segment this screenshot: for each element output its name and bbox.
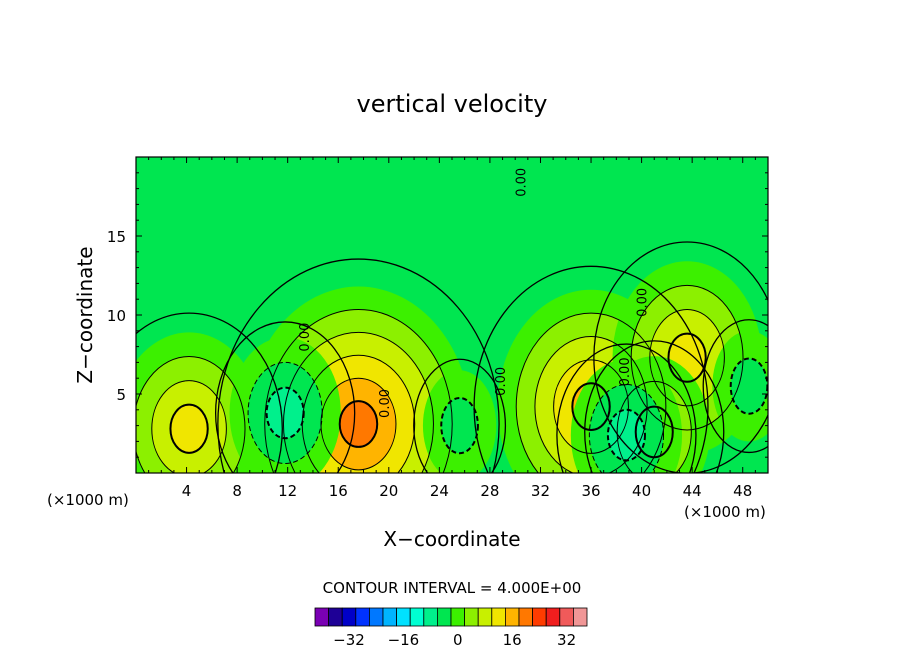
colorbar-swatch: [409, 607, 425, 627]
contour-band: [607, 409, 645, 461]
contour-line: [440, 396, 479, 455]
contour-line: [606, 408, 646, 462]
zero-contour: [413, 358, 507, 473]
y-tick-label: 5: [116, 386, 126, 404]
contour-line: [616, 380, 692, 473]
colorbar-tick-label: 0: [453, 631, 463, 649]
colorbar-swatch: [328, 607, 343, 627]
contour-line: [151, 380, 227, 473]
contour-band: [730, 358, 768, 414]
colorbar-swatch: [382, 607, 398, 627]
contour-line: [667, 332, 707, 383]
contour-label: 0.00: [636, 288, 651, 317]
colorbar-swatch: [314, 607, 330, 627]
colorbar-swatch: [491, 607, 506, 627]
downdraft-cell: [422, 370, 497, 473]
x-tick-label: 4: [182, 482, 192, 500]
contour-line: [634, 405, 674, 459]
y-tick-label: 10: [107, 307, 126, 325]
zero-contour: [136, 312, 283, 473]
colorbar-swatch: [477, 607, 493, 627]
x-tick-label: 16: [329, 482, 348, 500]
x-tick-label: 12: [278, 482, 297, 500]
colorbar-swatch: [368, 607, 384, 627]
contour-band: [170, 404, 208, 453]
downdraft-cell: [229, 337, 341, 473]
contour-line: [338, 400, 379, 448]
contour-label: 0.00: [378, 389, 393, 418]
contour-band: [441, 397, 478, 454]
contour-line: [729, 357, 768, 415]
updraft-cell: [136, 332, 264, 473]
x-axis: 4 8 12 16 20 24 28 32 36 40 44 48: [148, 157, 756, 500]
contour-line: [169, 403, 209, 454]
x-tick-label: 28: [480, 482, 499, 500]
colorbar-tick-label: 32: [557, 631, 576, 649]
contour-line: [247, 361, 323, 465]
colorbar-swatch: [436, 607, 452, 627]
colorbar-swatch: [341, 607, 357, 627]
colorbar-swatch: [573, 607, 588, 627]
downdraft-cell: [570, 359, 683, 473]
x-tick-label: 32: [531, 482, 550, 500]
colorbar-swatch: [423, 607, 438, 627]
zero-contour: [215, 321, 356, 473]
colorbar-tick-label: 16: [503, 631, 522, 649]
contour-label: 0.00: [298, 323, 313, 352]
contour-band: [339, 401, 378, 447]
x-tick-label: 8: [232, 482, 242, 500]
x-tick-label: 20: [379, 482, 398, 500]
colorbar-tick-label: −32: [333, 631, 365, 649]
contour-line: [588, 384, 664, 473]
colorbar-swatch: [545, 607, 561, 627]
colorbar-swatch: [532, 607, 547, 627]
zero-contour: [584, 340, 725, 473]
colorbar-swatch: [396, 607, 411, 627]
colorbar-swatch: [518, 607, 534, 627]
y-tick-label: 15: [107, 228, 126, 246]
contour-line: [553, 359, 629, 454]
x-tick-label: 44: [683, 482, 702, 500]
colorbar-swatch: [464, 607, 479, 627]
x-tick-label: 36: [581, 482, 600, 500]
contour-label: 0.00: [514, 168, 529, 197]
contour-label: 0.00: [618, 357, 633, 386]
x-tick-label: 40: [632, 482, 651, 500]
x-unit-right: (×1000 m): [684, 503, 766, 521]
contour-band: [266, 387, 304, 439]
y-axis: 5 10 15: [107, 172, 768, 458]
contour-line: [534, 336, 648, 473]
colorbar-swatch: [504, 607, 520, 627]
contour-label: 0.00: [494, 367, 509, 396]
colorbar-swatch: [355, 607, 370, 627]
contour-line: [265, 386, 305, 440]
x-axis-label: X−coordinate: [383, 527, 520, 551]
colorbar-tick-label: −16: [388, 631, 420, 649]
colorbar: −32 −16 0 16 32: [314, 607, 588, 649]
y-axis-label: Z−coordinate: [73, 246, 97, 383]
contour-labels: 0.00 0.00 0.00 0.00 0.00 0.00: [298, 168, 650, 418]
x-tick-label: 24: [430, 482, 449, 500]
contour-lines: [136, 241, 768, 473]
contour-line: [282, 331, 434, 473]
contour-line: [264, 309, 453, 473]
zero-contour: [473, 265, 709, 473]
zero-contour: [217, 258, 500, 473]
zero-contour: [556, 343, 697, 473]
contour-line: [571, 382, 611, 432]
contour-line: [136, 355, 246, 473]
zero-contour: [593, 241, 768, 473]
chart-title: vertical velocity: [357, 90, 548, 118]
x-tick-label: 48: [733, 482, 752, 500]
contour-interval-text: CONTOUR INTERVAL = 4.000E+00: [323, 579, 582, 597]
zero-contour: [702, 319, 768, 454]
colorbar-swatch: [450, 607, 466, 627]
x-unit-left: (×1000 m): [47, 491, 129, 509]
colorbar-swatch: [559, 607, 574, 627]
contour-line: [630, 284, 744, 431]
contour-line: [649, 308, 725, 407]
contour-line: [515, 312, 667, 473]
